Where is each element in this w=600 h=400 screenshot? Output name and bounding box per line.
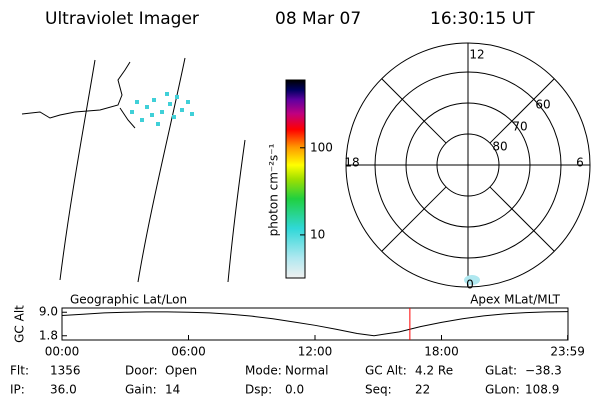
status-value: 108.9 <box>525 383 559 397</box>
status-value: 1356 <box>50 364 81 378</box>
status-key: Gain: <box>125 383 157 397</box>
date: 08 Mar 07 <box>275 9 361 29</box>
mlt-label: 12 <box>469 48 484 62</box>
status-value: 36.0 <box>50 383 77 397</box>
status-key: GLon: <box>485 383 520 397</box>
status-key: Mode: <box>245 364 282 378</box>
status-key: GLat: <box>485 364 517 378</box>
status-value: 22 <box>415 383 430 397</box>
polar-diagonal <box>489 186 555 252</box>
y-tick-label: 1.8 <box>39 328 58 342</box>
polar-diagonal <box>489 78 555 144</box>
coastline <box>21 61 136 129</box>
status-key: GC Alt: <box>365 364 407 378</box>
status-key: Flt: <box>10 364 29 378</box>
x-tick-label: 00:00 <box>45 345 80 359</box>
colorbar-tick-label: 10 <box>310 227 325 241</box>
status-key: Dsp: <box>245 383 272 397</box>
y-label: GC Alt <box>13 305 27 343</box>
status-value: 4.2 Re <box>415 364 453 378</box>
altitude-line <box>61 311 569 337</box>
status-key: Seq: <box>365 383 392 397</box>
meridian <box>59 59 96 281</box>
status-value: Normal <box>285 364 328 378</box>
left-label: Geographic Lat/Lon <box>70 293 187 307</box>
lat-label: 70 <box>512 120 527 134</box>
mlt-label: 0 <box>466 278 474 292</box>
status-value: −38.3 <box>525 364 562 378</box>
status-value: Open <box>165 364 197 378</box>
time: 16:30:15 UT <box>430 9 535 29</box>
x-tick-label: 18:00 <box>424 345 459 359</box>
colorbar <box>285 79 306 279</box>
status-value: 14 <box>165 383 180 397</box>
meridian <box>137 57 186 283</box>
polar-diagonal <box>381 186 447 252</box>
colorbar-tick-label: 100 <box>310 140 333 154</box>
right-label: Apex MLat/MLT <box>470 293 560 307</box>
aurora-spot <box>464 275 480 285</box>
x-tick-label: 06:00 <box>171 345 206 359</box>
image-panel <box>21 57 246 283</box>
y-tick-label: 9.0 <box>39 305 58 319</box>
polar-diagonal <box>381 78 447 144</box>
meridian <box>227 139 246 283</box>
lat-label: 60 <box>535 98 550 112</box>
colorbar-label: photon cm⁻²s⁻¹ <box>267 143 281 236</box>
status-key: Door: <box>125 364 158 378</box>
mlt-label: 18 <box>344 156 359 170</box>
x-tick-label: 12:00 <box>298 345 333 359</box>
status-key: IP: <box>10 383 25 397</box>
title: Ultraviolet Imager <box>45 9 199 29</box>
lat-label: 80 <box>492 140 507 154</box>
status-value: 0.0 <box>285 383 304 397</box>
aurora <box>130 92 194 126</box>
mlt-label: 6 <box>576 156 584 170</box>
x-tick-label: 23:59 <box>550 345 585 359</box>
